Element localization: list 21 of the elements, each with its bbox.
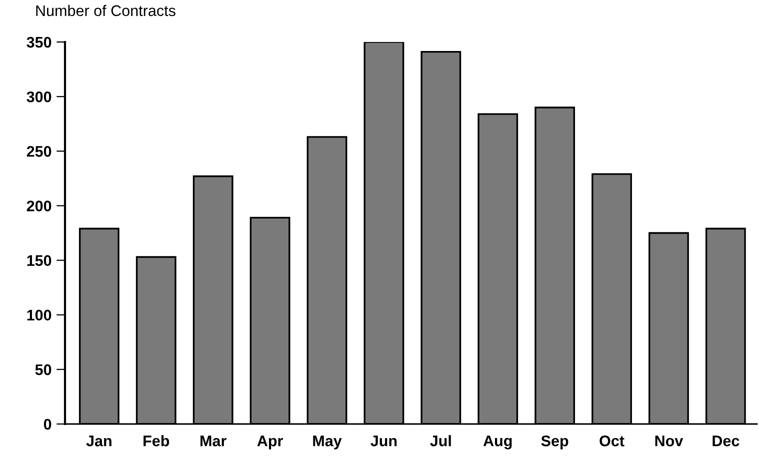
- y-tick-label: 250: [26, 146, 52, 157]
- x-tick-label: Sep: [541, 436, 568, 450]
- y-axis-title: Number of Contracts: [36, 4, 176, 16]
- x-tick-label: Apr: [257, 436, 283, 450]
- y-tick-label: 50: [35, 364, 52, 376]
- x-tick-label: Oct: [600, 436, 624, 446]
- x-tick-label: Feb: [144, 435, 170, 446]
- x-tick-label: Nov: [655, 436, 684, 446]
- y-tick-label: 300: [26, 91, 52, 102]
- x-tick-label: Aug: [483, 436, 512, 450]
- x-tick-label: May: [313, 436, 342, 450]
- x-tick-label: Mar: [200, 436, 226, 446]
- x-tick-label: Dec: [712, 436, 740, 446]
- y-tick-label: 150: [27, 255, 52, 266]
- y-tick-label: 350: [26, 36, 52, 48]
- y-tick-label: 200: [26, 200, 52, 212]
- y-tick-label: 100: [27, 310, 52, 321]
- x-tick-label: Jun: [370, 436, 397, 446]
- x-tick-label: Jul: [430, 435, 451, 446]
- y-tick-label: 0: [44, 418, 52, 430]
- x-tick-label: Jan: [86, 436, 112, 446]
